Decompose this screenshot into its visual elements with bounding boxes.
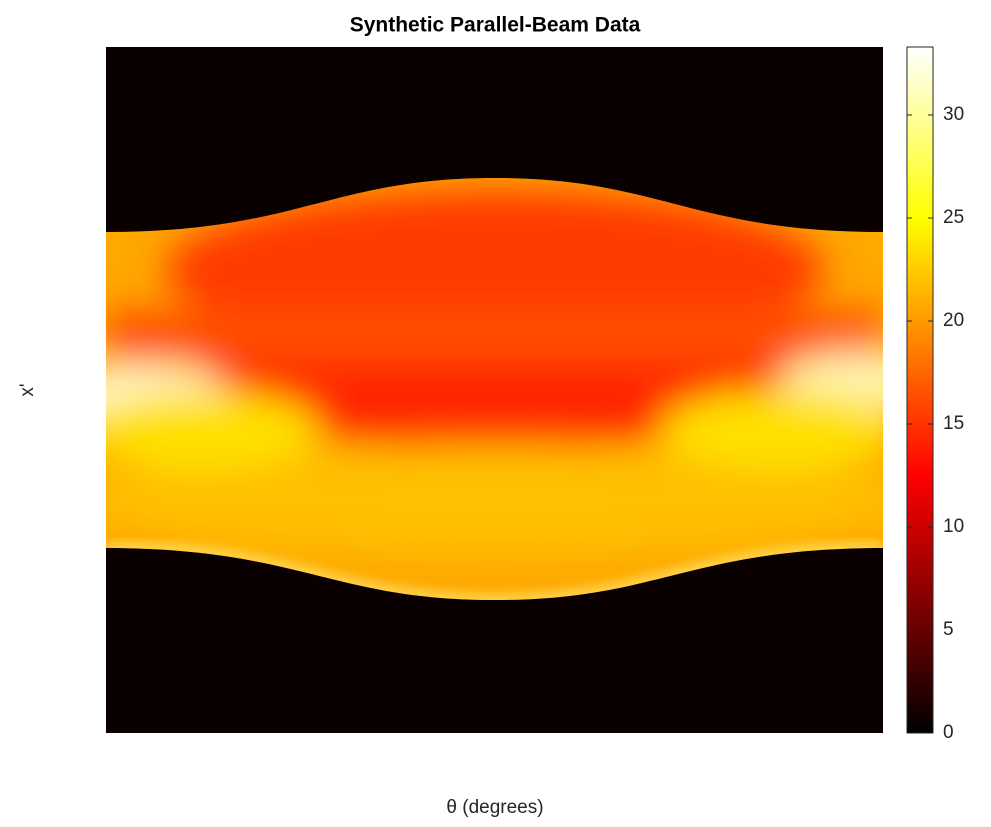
y-axis-label: x': [17, 383, 38, 396]
sinogram-image: [106, 47, 883, 733]
colorbar-tick-label: 15: [943, 413, 964, 434]
x-axis-label: θ (degrees): [446, 797, 543, 818]
colorbar: [906, 46, 934, 734]
colorbar-tick-label: 5: [943, 619, 954, 640]
chart-title: Synthetic Parallel-Beam Data: [350, 14, 641, 37]
colorbar-tick-label: 30: [943, 104, 964, 125]
colorbar-tick-label: 25: [943, 207, 964, 228]
colorbar-tick-label: 20: [943, 310, 964, 331]
colorbar-tick-label: 0: [943, 722, 954, 743]
colorbar-tick-label: 10: [943, 516, 964, 537]
